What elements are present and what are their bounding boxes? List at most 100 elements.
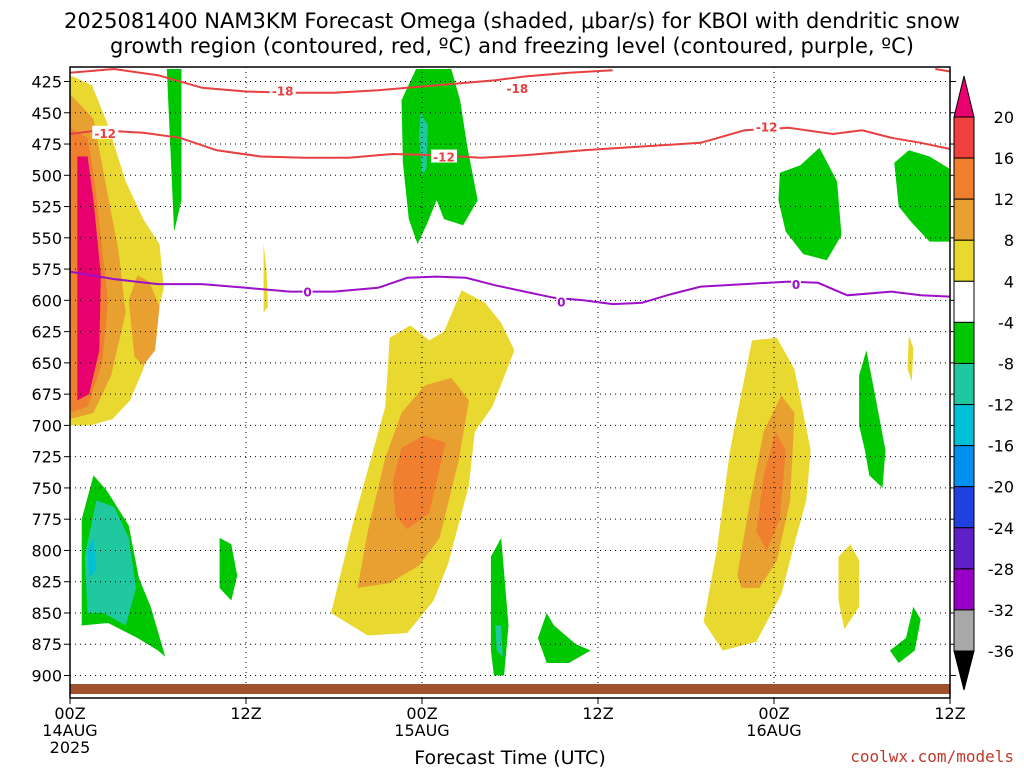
grid-lines (70, 67, 950, 698)
omega-region--4-24 (490, 537, 509, 676)
omega-region-20-4 (77, 156, 101, 401)
surface-terrain-band (70, 684, 950, 694)
contour-label-bg (431, 149, 457, 163)
y-tick-label: 725 (31, 448, 62, 467)
x-tick-date-label: 14AUG (42, 721, 97, 740)
omega-shading-layer (70, 69, 950, 676)
y-tick-label: 850 (31, 604, 62, 623)
chart-title-line2: growth region (contoured, red, ºC) and f… (110, 34, 914, 58)
omega-region-12-10 (756, 431, 786, 551)
contour-label: -12 (94, 127, 116, 141)
y-tick-label: 550 (31, 229, 62, 248)
x-tick-label: 12Z (582, 704, 613, 723)
y-tick-label: 700 (31, 416, 62, 435)
contour-line--12 (69, 126, 951, 159)
y-tick-label: 625 (31, 323, 62, 342)
omega-region-12-7 (392, 435, 446, 530)
chart-title-line1: 2025081400 NAM3KM Forecast Omega (shaded… (64, 9, 960, 33)
contour-label: -18 (272, 84, 294, 98)
colorbar-label: -32 (988, 601, 1014, 620)
omega-region--4-18 (894, 150, 950, 242)
credit-text: coolwx.com/models (850, 747, 1014, 766)
omega-region--8-16 (419, 112, 428, 176)
x-tick-label: 00Z (758, 704, 789, 723)
colorbar-bin (953, 362, 975, 406)
colorbar-bin (953, 157, 975, 200)
colorbar-label: 16 (994, 149, 1014, 168)
colorbar-label: -36 (988, 642, 1014, 661)
contour-label-bg (92, 125, 119, 139)
colorbar-bin (953, 486, 975, 529)
omega-region--4-27 (889, 606, 921, 663)
y-tick-label: 800 (31, 541, 62, 560)
colorbar-legend: 20 16 12 8 4 -4 -8 -12 -16 -20 -24 -28 -32 -36 (953, 75, 1014, 691)
y-tick-label: 875 (31, 635, 62, 654)
y-tick-label: 750 (31, 479, 62, 498)
colorbar-bin (953, 527, 975, 570)
y-tick-label: 425 (31, 73, 62, 92)
contour-label-bg (269, 83, 296, 97)
y-tick-label: 900 (31, 667, 62, 686)
omega-region-4-13 (907, 335, 914, 382)
y-tick-label: 450 (31, 104, 62, 123)
colorbar-label: 4 (1004, 272, 1014, 291)
y-tick-label: 500 (31, 166, 62, 185)
contour-line--18 (69, 67, 613, 94)
contour-label: -12 (433, 151, 455, 165)
contour-label: 0 (557, 296, 565, 310)
omega-region-8-2 (128, 275, 160, 366)
omega-region--8-21 (84, 500, 136, 626)
colorbar-bin (953, 321, 975, 364)
y-tick-label: 825 (31, 573, 62, 592)
y-tick-label: 575 (31, 260, 62, 279)
y-axis-pressure: 425 450 475 500 525 550 575 600 625 650 675 700 725 7… (31, 73, 956, 686)
x-tick-label: 12Z (230, 704, 261, 723)
omega-region--4-19 (859, 350, 886, 488)
colorbar-bin (953, 404, 975, 447)
colorbar-label: -12 (988, 396, 1014, 415)
colorbar-bin (953, 116, 975, 159)
x-axis-label: Forecast Time (UTC) (414, 747, 605, 768)
contour-line--18b (935, 68, 951, 73)
contour-label: -18 (506, 82, 528, 96)
y-tick-label: 675 (31, 385, 62, 404)
colorbar-bin (953, 609, 975, 652)
colorbar-label: -4 (998, 313, 1014, 332)
y-tick-label: 650 (31, 354, 62, 373)
x-tick-date-label: 15AUG (394, 721, 449, 740)
contour-label-bg (753, 119, 780, 133)
plot-frame (69, 66, 951, 699)
colorbar-bin (953, 239, 975, 282)
colorbar-bin (953, 445, 975, 488)
omega-region-4-12 (263, 244, 268, 313)
omega-region--4-26 (537, 613, 591, 663)
colorbar-bin (953, 280, 975, 323)
omega-region--8-25 (495, 625, 503, 657)
colorbar-label: -8 (998, 354, 1014, 373)
contour-label: -12 (756, 121, 778, 135)
colorbar-label: -24 (988, 519, 1014, 538)
omega-region--4-23 (219, 537, 238, 601)
colorbar-label: -20 (988, 478, 1014, 497)
contour-label-bg (556, 294, 567, 308)
x-tick-year-label: 2025 (50, 738, 91, 757)
omega-region--4-17 (778, 147, 842, 261)
colorbar-label: 12 (994, 190, 1014, 209)
contour-label: 0 (792, 278, 800, 292)
x-tick-label: 00Z (406, 704, 437, 723)
plot-area: -18 -18 -12 -12 -12 0 0 0 (69, 66, 951, 699)
colorbar-label: 20 (994, 108, 1014, 127)
contour-label: 0 (303, 286, 311, 300)
omega-region-4-11 (838, 544, 860, 630)
x-tick-date-label: 16AUG (746, 721, 801, 740)
omega-region--12-22 (87, 537, 97, 578)
colorbar-label: 8 (1004, 231, 1014, 250)
y-tick-label: 525 (31, 198, 62, 217)
contour-label-bg (302, 284, 313, 298)
contour-label-bg (504, 80, 531, 94)
x-tick-label: 00Z (54, 704, 85, 723)
y-tick-label: 475 (31, 135, 62, 154)
contour-line-0 (69, 270, 951, 306)
y-tick-label: 775 (31, 510, 62, 529)
